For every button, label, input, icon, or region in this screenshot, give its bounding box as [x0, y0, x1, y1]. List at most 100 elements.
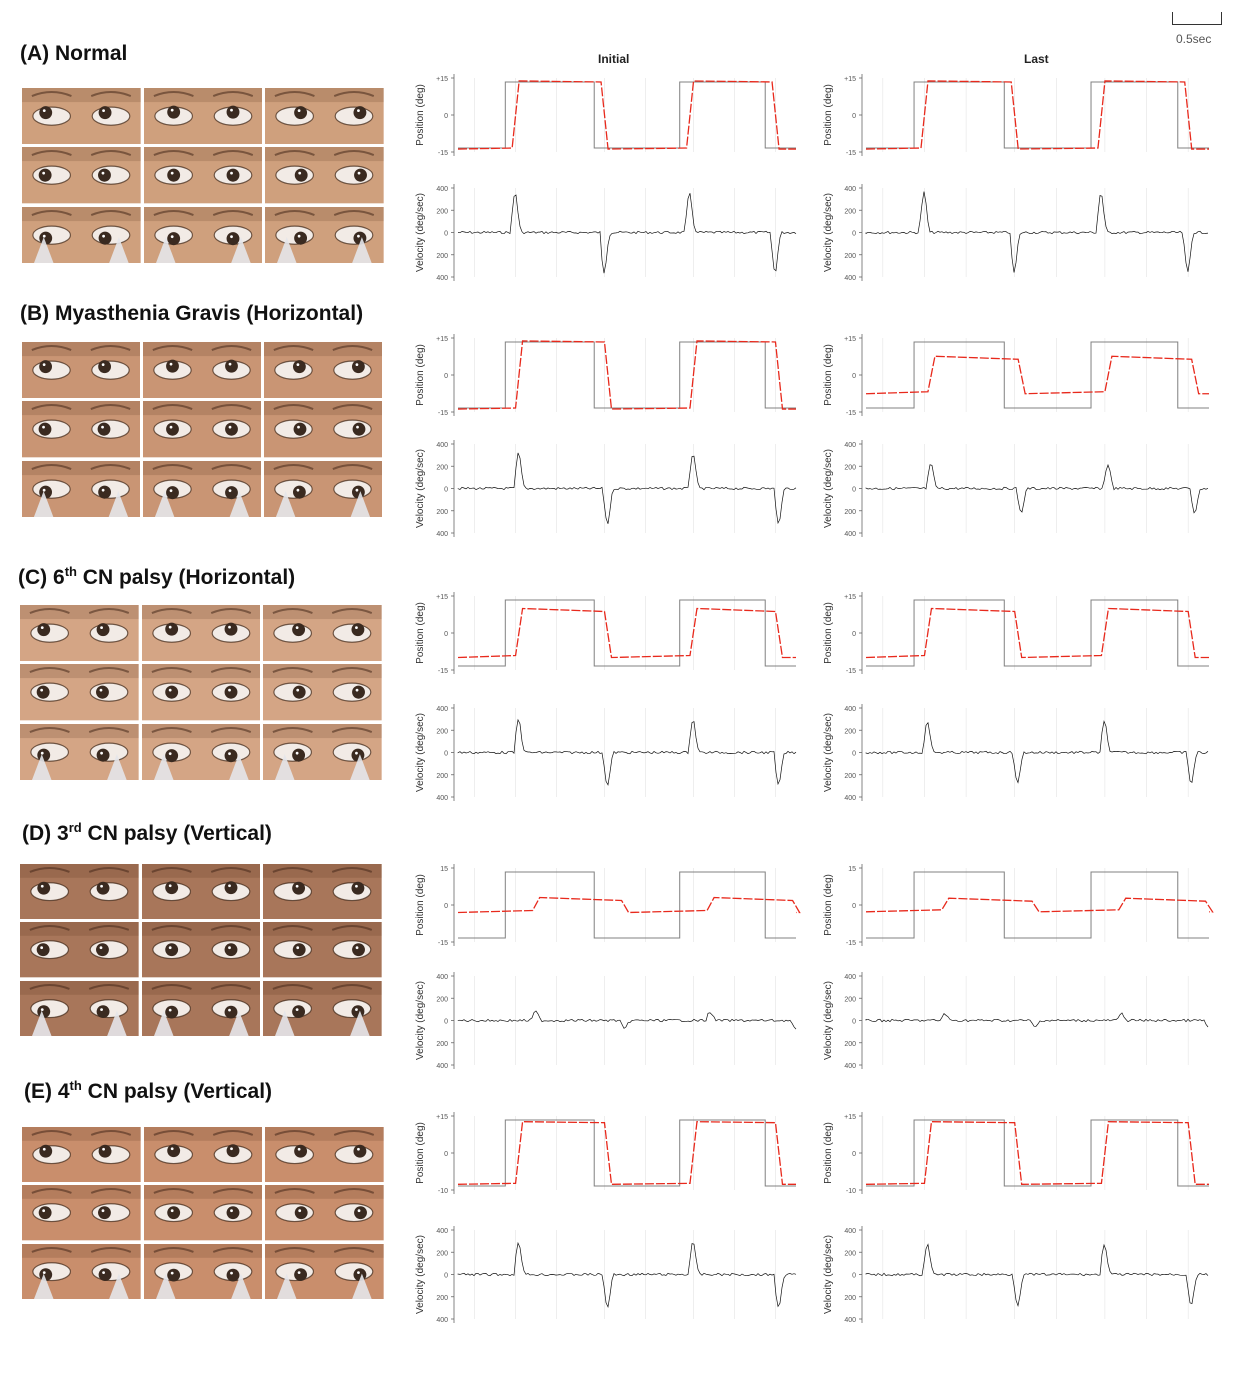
eye-velocity-trace [865, 1012, 1209, 1028]
position-plot-b-last: Position (deg) +15 0 -15 [823, 334, 1209, 417]
panel-title-c: (C) 6th CN palsy (Horizontal) [18, 564, 296, 589]
tick-label: 400 [436, 1228, 448, 1235]
column-header-last: Last [1024, 52, 1049, 66]
tick-label: 400 [436, 1063, 448, 1070]
eye-velocity-trace [457, 1010, 797, 1030]
position-plot-d-initial: Position (deg) 15 0 -15 [415, 864, 801, 947]
tick-label: 0 [444, 1273, 448, 1280]
position-axis-label: Position (deg) [823, 1122, 834, 1184]
eye-photo-tile [143, 1243, 263, 1299]
tick-label: 0 [852, 751, 856, 758]
eye-photo-tile [143, 206, 263, 263]
tick-label: 200 [436, 728, 448, 735]
eye-photo-tile [20, 980, 139, 1036]
velocity-axis-label: Velocity (deg/sec) [823, 713, 834, 792]
tick-label: 0 [444, 903, 448, 910]
eye-photo-tile [141, 723, 261, 780]
tick-label: 0 [444, 751, 448, 758]
eye-photo-tile [141, 664, 261, 721]
eye-photo-tile [263, 723, 382, 780]
eye-photo-tile [22, 88, 141, 145]
velocity-plot-c-initial: Velocity (deg/sec) 400 200 0 200 400 [415, 704, 797, 802]
eye-velocity-trace [865, 1243, 1209, 1308]
eye-position-trace [457, 896, 801, 914]
tick-label: 200 [844, 1250, 856, 1257]
eye-photo-tile [265, 1127, 384, 1183]
tick-label: 0 [444, 113, 448, 120]
position-axis-label: Position (deg) [823, 84, 834, 146]
tick-label: 0 [444, 1019, 448, 1026]
tick-label: 400 [844, 706, 856, 713]
position-plot-c-initial: Position (deg) +15 0 -15 [415, 592, 796, 675]
target-position-trace [458, 599, 796, 667]
eye-photo-tile [263, 980, 382, 1036]
eye-photo-tile [263, 922, 382, 978]
eye-photo-tile [143, 88, 263, 145]
tick-label: 200 [844, 1041, 856, 1048]
eye-photo-tile [141, 980, 261, 1036]
tick-label: 200 [844, 728, 856, 735]
eye-photo-tile [263, 864, 382, 920]
tick-label: 400 [844, 1228, 856, 1235]
eye-photo-grid-d [20, 864, 382, 1036]
velocity-plot-d-initial: Velocity (deg/sec) 400 200 0 200 400 [415, 972, 797, 1070]
eye-photo-tile [143, 342, 261, 399]
tick-label: 400 [436, 531, 448, 538]
velocity-axis-label: Velocity (deg/sec) [415, 449, 426, 528]
eye-photo-tile [22, 1243, 141, 1299]
eye-position-trace [865, 607, 1209, 659]
tick-label: 0 [852, 1019, 856, 1026]
eye-photo-tile [20, 605, 139, 662]
eye-photo-tile [263, 664, 382, 721]
position-plot-e-last: Position (deg) +15 0 -10 [823, 1112, 1209, 1195]
tick-label: 400 [844, 186, 856, 193]
tick-label: 200 [844, 208, 856, 215]
eye-photo-tile [22, 1185, 141, 1241]
tick-label: 15 [848, 866, 856, 873]
tick-label: 200 [436, 208, 448, 215]
velocity-plot-c-last: Velocity (deg/sec) 400 200 0 200 400 [823, 704, 1209, 802]
position-axis-label: Position (deg) [823, 602, 834, 664]
velocity-axis-label: Velocity (deg/sec) [823, 981, 834, 1060]
column-header-initial: Initial [598, 52, 630, 66]
eye-photo-tile [22, 1127, 141, 1183]
eye-position-trace [865, 1121, 1209, 1185]
tick-label: 200 [844, 464, 856, 471]
panel-title-b: (B) Myasthenia Gravis (Horizontal) [20, 302, 364, 325]
position-axis-label: Position (deg) [415, 84, 426, 146]
velocity-axis-label: Velocity (deg/sec) [415, 193, 426, 272]
eye-photo-tile [141, 605, 261, 662]
eye-photo-tile [265, 88, 384, 145]
eye-photo-grid-c [20, 605, 382, 780]
tick-label: 0 [444, 373, 448, 380]
tick-label: 0 [852, 113, 856, 120]
tick-label: 200 [436, 773, 448, 780]
velocity-axis-label: Velocity (deg/sec) [823, 193, 834, 272]
tick-label: 400 [844, 974, 856, 981]
tick-label: +15 [436, 336, 448, 343]
tick-label: 0 [444, 487, 448, 494]
eye-photo-tile [22, 206, 141, 263]
eye-position-trace [457, 340, 796, 410]
position-plot-b-initial: Position (deg) +15 0 -15 [415, 334, 796, 417]
tick-label: +15 [436, 1114, 448, 1121]
eye-photo-tile [143, 1185, 263, 1241]
eye-photo-grid-b [22, 342, 382, 517]
eye-position-trace [865, 897, 1214, 913]
eye-photo-tile [20, 864, 139, 920]
tick-label: 400 [844, 442, 856, 449]
tick-label: -15 [438, 150, 448, 157]
tick-label: 200 [844, 509, 856, 516]
target-position-trace [866, 341, 1209, 409]
velocity-axis-label: Velocity (deg/sec) [415, 713, 426, 792]
eye-photo-grid-a [22, 88, 384, 263]
position-plot-a-last: Position (deg) +15 0 -15 [823, 74, 1209, 157]
eye-photo-tile [265, 206, 384, 263]
tick-label: 200 [436, 1250, 448, 1257]
velocity-axis-label: Velocity (deg/sec) [415, 1235, 426, 1314]
tick-label: +15 [436, 594, 448, 601]
tick-label: 400 [436, 974, 448, 981]
eye-photo-tile [141, 864, 261, 920]
tick-label: 200 [844, 773, 856, 780]
tick-label: 400 [844, 1317, 856, 1324]
